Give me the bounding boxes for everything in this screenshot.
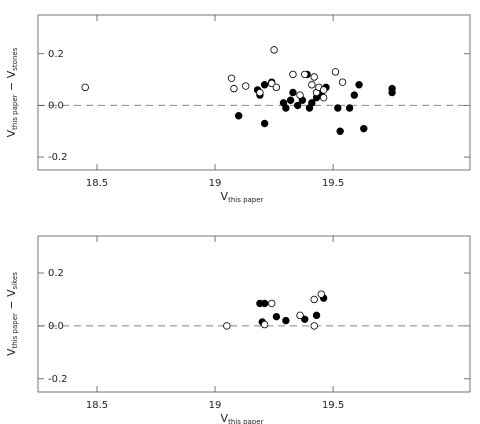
point bbox=[260, 299, 269, 308]
plot-frame bbox=[37, 235, 471, 393]
y-tick-label: 0.2 bbox=[48, 49, 64, 60]
x-label-main: V bbox=[221, 190, 229, 203]
point bbox=[81, 83, 89, 92]
point bbox=[355, 81, 363, 89]
point bbox=[338, 78, 347, 86]
point bbox=[310, 73, 318, 81]
point bbox=[256, 88, 264, 97]
point bbox=[319, 93, 328, 102]
x-tick-label: 19 bbox=[209, 178, 222, 189]
point bbox=[296, 311, 304, 320]
point bbox=[360, 124, 368, 133]
point bbox=[282, 104, 290, 112]
point bbox=[336, 127, 344, 135]
point bbox=[293, 101, 302, 110]
y-label-part: this paper bbox=[11, 313, 19, 348]
point bbox=[272, 83, 281, 92]
point bbox=[223, 322, 231, 330]
point bbox=[388, 88, 396, 97]
point bbox=[350, 91, 359, 99]
y-label-part: − V bbox=[5, 70, 18, 94]
point bbox=[270, 46, 278, 54]
y-tick-label: -0.2 bbox=[48, 152, 68, 163]
y-tick-label: 0.2 bbox=[48, 268, 64, 279]
x-tick-label: 18.5 bbox=[86, 400, 108, 411]
point bbox=[260, 119, 269, 128]
x-tick-label: 19.5 bbox=[322, 178, 344, 189]
x-label-sub: this paper bbox=[228, 418, 263, 424]
y-label-part: − V bbox=[5, 289, 18, 313]
point bbox=[301, 70, 309, 79]
point bbox=[242, 82, 250, 90]
x-axis-label: Vthis paper bbox=[221, 412, 264, 424]
point bbox=[296, 91, 304, 99]
point bbox=[268, 79, 276, 88]
point bbox=[230, 84, 238, 93]
point bbox=[282, 316, 290, 325]
x-label-sub: this paper bbox=[228, 196, 263, 204]
y-label-part: stones bbox=[11, 47, 19, 70]
point bbox=[286, 96, 295, 104]
point bbox=[301, 315, 309, 323]
y-tick-label: -0.2 bbox=[48, 374, 68, 385]
y-label-part: V bbox=[5, 348, 18, 356]
point bbox=[345, 104, 354, 112]
y-label-part: V bbox=[5, 129, 18, 137]
point bbox=[289, 88, 297, 97]
point bbox=[268, 299, 276, 308]
point bbox=[234, 112, 243, 120]
point bbox=[260, 81, 269, 89]
x-tick-label: 19.5 bbox=[322, 400, 344, 411]
y-axis-label: Vthis paper − Vstones bbox=[5, 47, 19, 137]
point bbox=[272, 312, 281, 321]
point bbox=[312, 311, 321, 320]
point bbox=[317, 290, 325, 298]
point bbox=[310, 322, 318, 330]
point bbox=[308, 99, 316, 107]
y-axis-label: Vthis paper − Vsikes bbox=[5, 272, 19, 356]
x-tick-label: 19 bbox=[209, 400, 222, 411]
point bbox=[319, 86, 328, 94]
point bbox=[331, 68, 340, 76]
point bbox=[289, 70, 297, 79]
point bbox=[308, 81, 316, 89]
y-tick-label: 0.0 bbox=[48, 321, 64, 332]
plot-frame bbox=[37, 14, 471, 171]
point bbox=[310, 295, 318, 304]
y-tick-label: 0.0 bbox=[48, 100, 64, 111]
point bbox=[334, 104, 342, 112]
point bbox=[227, 74, 236, 82]
x-label-main: V bbox=[221, 412, 229, 424]
y-label-part: this paper bbox=[11, 94, 19, 129]
x-axis-label: Vthis paper bbox=[221, 190, 264, 204]
point bbox=[260, 320, 269, 329]
y-label-part: sikes bbox=[11, 272, 19, 290]
x-tick-label: 18.5 bbox=[86, 178, 108, 189]
